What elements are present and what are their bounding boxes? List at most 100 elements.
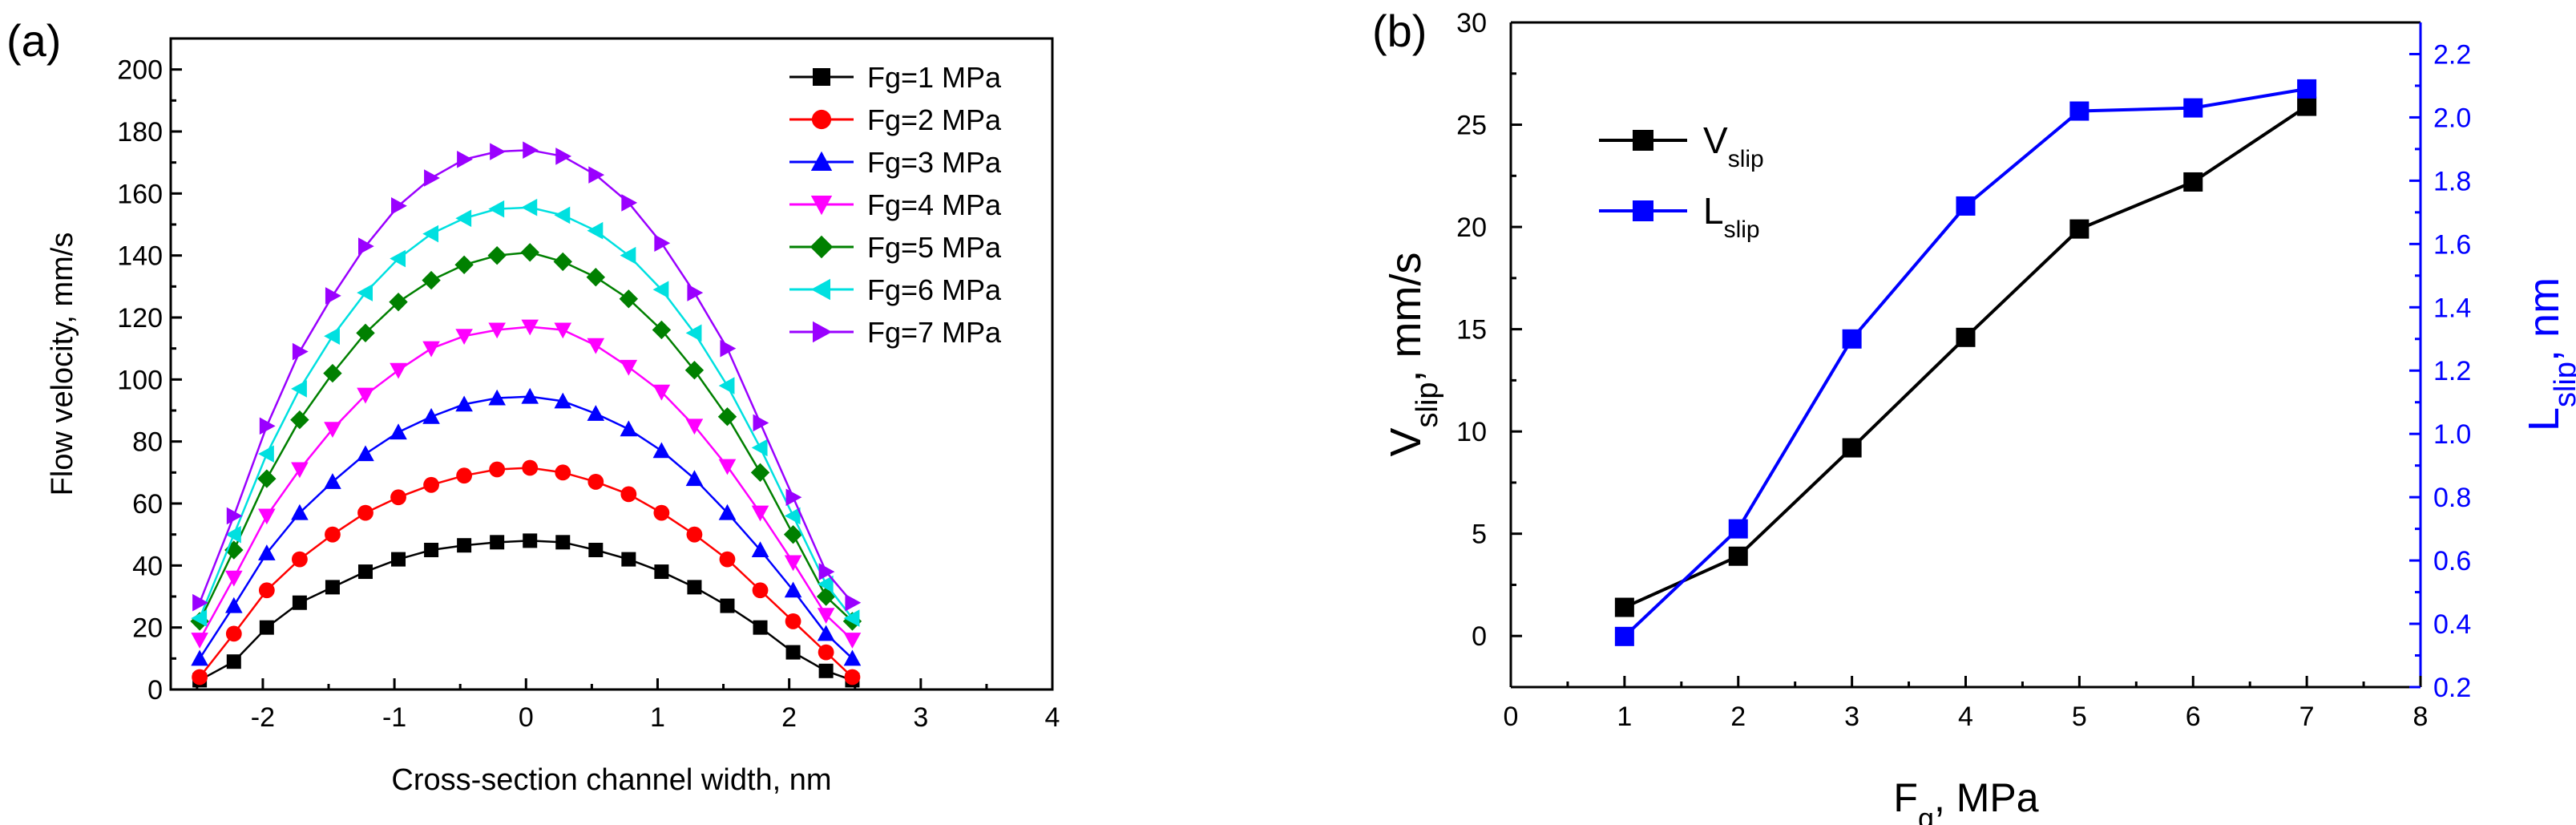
chart-b-right-tick-label: 0.2 [2433,673,2471,703]
chart-b-left-tick-label: 15 [1456,315,1487,346]
chart-a-data-point [357,504,373,521]
chart-a-data-point [226,654,241,669]
chart-b-series-line [1624,104,2308,609]
chart-a-data-point [325,287,341,305]
chart-a-data-point [752,582,769,599]
chart-a-data-point [390,489,406,506]
chart-a-data-point [843,609,860,627]
chart-b-right-tick-label: 2.0 [2433,103,2471,133]
chart-b-right-y-label-main: L [2520,407,2568,431]
chart-a-data-point [750,463,770,483]
chart-a-y-tick-label: 60 [132,489,163,520]
chart-a-data-point [422,407,440,424]
chart-a-data-point [843,649,862,666]
chart-a-data-point [422,270,441,290]
chart-a-data-point [686,526,703,543]
chart-a-series [190,243,862,631]
chart-a-data-point [818,663,834,678]
chart-a-data-point [718,377,735,394]
chart-a-legend-label: Fg=4 MPa [867,188,1002,221]
chart-a-data-point [588,543,604,557]
chart-a-y-tick-label: 200 [117,55,163,86]
chart-b-left-y-label-sub: slip [1411,382,1444,427]
chart-a-data-point [523,533,538,548]
chart-a-data-point [490,143,506,160]
chart-a-data-point [389,292,408,312]
chart-a-data-point [587,474,604,490]
chart-a-data-point [818,644,834,661]
chart-a-y-tick-label: 180 [117,117,163,148]
chart-b-series-line [1623,87,2307,638]
chart-b-right-tick-label: 1.0 [2433,419,2471,450]
chart-a-data-point [225,525,241,544]
chart-a-data-point [487,245,507,265]
chart-a-data-point [555,148,572,165]
chart-b-left-tick-label: 10 [1456,417,1487,447]
chart-b-data-point [2297,96,2317,116]
chart-a-data-point [751,541,769,557]
chart-a-data-point [818,563,835,580]
chart-a-series [191,198,860,627]
chart-a-data-point [785,645,801,660]
chart-a-data-point [455,395,473,412]
chart-a-data-point [291,551,308,568]
chart-a-data-point [225,570,243,587]
chart-a-data-point [523,141,539,159]
chart-a-legend-marker [810,151,833,171]
chart-b-legend-label: Lslip [1703,190,1760,243]
chart-a-data-point [192,593,208,612]
chart-a-data-point [455,209,472,228]
chart-a-data-point [845,593,862,612]
chart-a-legend-marker [813,321,833,343]
panel-a-label: (a) [6,15,61,66]
chart-b-left-tick-label: 25 [1456,111,1487,141]
chart-b-data-point [2069,219,2089,239]
chart-a-data-point [357,445,374,462]
chart-a-data-point [521,319,539,336]
chart-a-data-point [191,609,208,627]
chart-a-data-point [753,414,769,432]
chart-a-data-point [587,338,605,354]
chart-a-data-point [521,198,538,216]
chart-a-data-point [391,552,406,567]
chart-a-data-point [423,476,439,493]
chart-a-data-point [684,361,705,380]
chart-a-y-tick-label: 100 [117,365,163,395]
chart-a-data-point [817,625,835,641]
chart-b-data-point [2069,101,2089,121]
chart-a-x-tick-label: 0 [519,702,534,733]
chart-a-data-point [324,473,341,489]
chart-a-data-point [553,252,572,272]
chart-a-data-point [455,329,473,345]
chart-a-legend-label: Fg=3 MPa [867,146,1002,179]
chart-b-right-y-label-sub: slip [2549,362,2576,407]
chart-a-data-point [454,255,474,274]
chart-b-left-y-label-main: V [1382,427,1430,456]
chart-a: -2 -1 0 1 2 3 4 0 20 40 60 80 100 120 140 160 180 200 Fg… [46,37,1060,797]
chart-a-data-point [587,405,605,421]
chart-b: 0 1 2 3 4 5 6 7 8 0 5 10 15 20 25 30 0.2 0.4 0.6 0.8 1.0 1.… [1382,8,2576,825]
chart-a-data-point [290,410,309,430]
chart-a-series [192,459,861,685]
chart-a-data-point [554,322,572,339]
chart-a-data-point [687,580,702,595]
chart-a-data-point [685,324,702,342]
chart-a-data-point [718,503,737,520]
chart-b-right-tick-label: 0.8 [2433,483,2471,513]
chart-a-data-point [555,464,571,481]
chart-a-data-point [258,582,275,599]
chart-a-data-point [490,535,505,550]
chart-a-data-point [654,234,671,252]
chart-a-data-point [652,320,672,340]
chart-b-left-tick-label: 0 [1472,621,1487,652]
chart-a-legend-label: Fg=6 MPa [867,273,1002,306]
chart-a-legend-marker [813,68,830,86]
chart-b-data-point [1614,597,1634,617]
chart-a-series [192,141,862,612]
chart-a-data-point [488,200,505,218]
chart-a-y-tick-label: 140 [117,241,163,272]
chart-a-data-point [457,538,472,553]
chart-b-legend-label-sub: slip [1728,146,1764,172]
chart-a-data-point [620,420,638,437]
